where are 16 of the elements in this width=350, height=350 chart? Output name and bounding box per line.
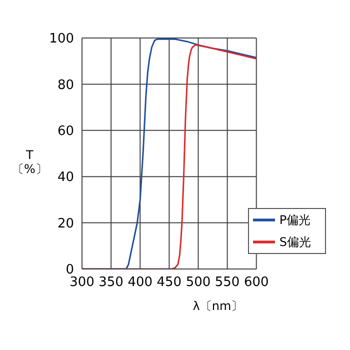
- legend-label: P偏光: [279, 213, 311, 228]
- y-tick-label: 60: [57, 124, 74, 140]
- x-tick-label: 400: [128, 275, 153, 290]
- y-tick-label: 80: [57, 78, 74, 93]
- x-tick-label: 600: [244, 275, 269, 290]
- y-tick-label: 100: [49, 32, 74, 47]
- legend-label: S偏光: [279, 235, 311, 250]
- y-axis-title: T 〔%〕: [12, 148, 48, 176]
- y-tick-label: 20: [57, 216, 74, 232]
- x-axis-title: λ〔nm〕: [192, 298, 244, 315]
- x-tick-label: 500: [186, 275, 211, 290]
- x-tick-label: 300: [70, 275, 94, 290]
- x-tick-label: 550: [214, 275, 240, 290]
- x-tick-label: 350: [98, 275, 124, 290]
- y-tick-label: 40: [57, 170, 74, 186]
- x-tick-label: 450: [156, 275, 182, 290]
